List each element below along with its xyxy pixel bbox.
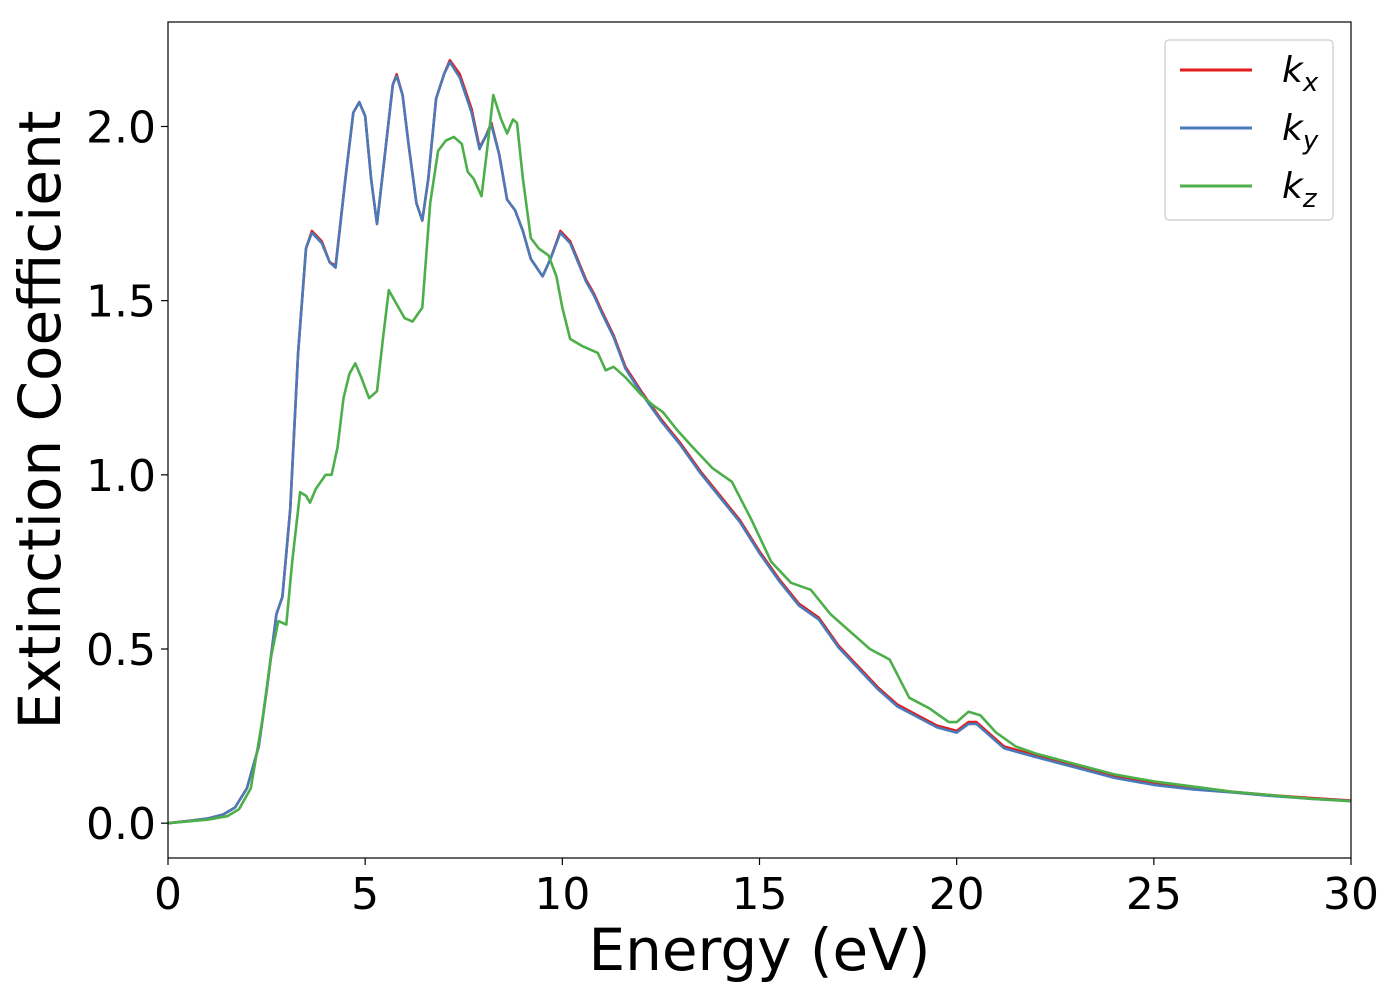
- x-tick-label: 15: [732, 869, 788, 920]
- series-line-kz: [168, 93, 1351, 825]
- legend-box: [1164, 39, 1334, 221]
- y-tick-label: 0.5: [86, 625, 156, 676]
- x-axis-title: Energy (eV): [588, 916, 930, 984]
- legend-label-ky: ky: [1282, 108, 1319, 156]
- legend: kx ky kz: [1164, 39, 1334, 221]
- x-tick-label: 5: [351, 869, 379, 920]
- x-tick-label: 10: [534, 869, 590, 920]
- legend-label-kx: kx: [1282, 50, 1319, 98]
- axis-ticks: 0 5 10 15 20 25 30 0.0 0.5 1.0 1.5 2.0: [86, 103, 1379, 921]
- x-tick-label: 20: [929, 869, 985, 920]
- plot-area: [168, 59, 1351, 825]
- y-tick-label: 0.0: [86, 799, 156, 850]
- legend-label-kz: kz: [1282, 166, 1318, 214]
- y-axis-title: Extinction Coefficient: [6, 111, 74, 730]
- y-tick-label: 1.0: [86, 451, 156, 502]
- plot-frame: [167, 21, 1352, 859]
- x-tick-label: 0: [154, 869, 182, 920]
- y-tick-label: 2.0: [86, 103, 156, 154]
- x-tick-label: 30: [1323, 869, 1379, 920]
- x-tick-label: 25: [1126, 869, 1182, 920]
- series-line-ky: [168, 60, 1351, 825]
- y-tick-label: 1.5: [86, 277, 156, 328]
